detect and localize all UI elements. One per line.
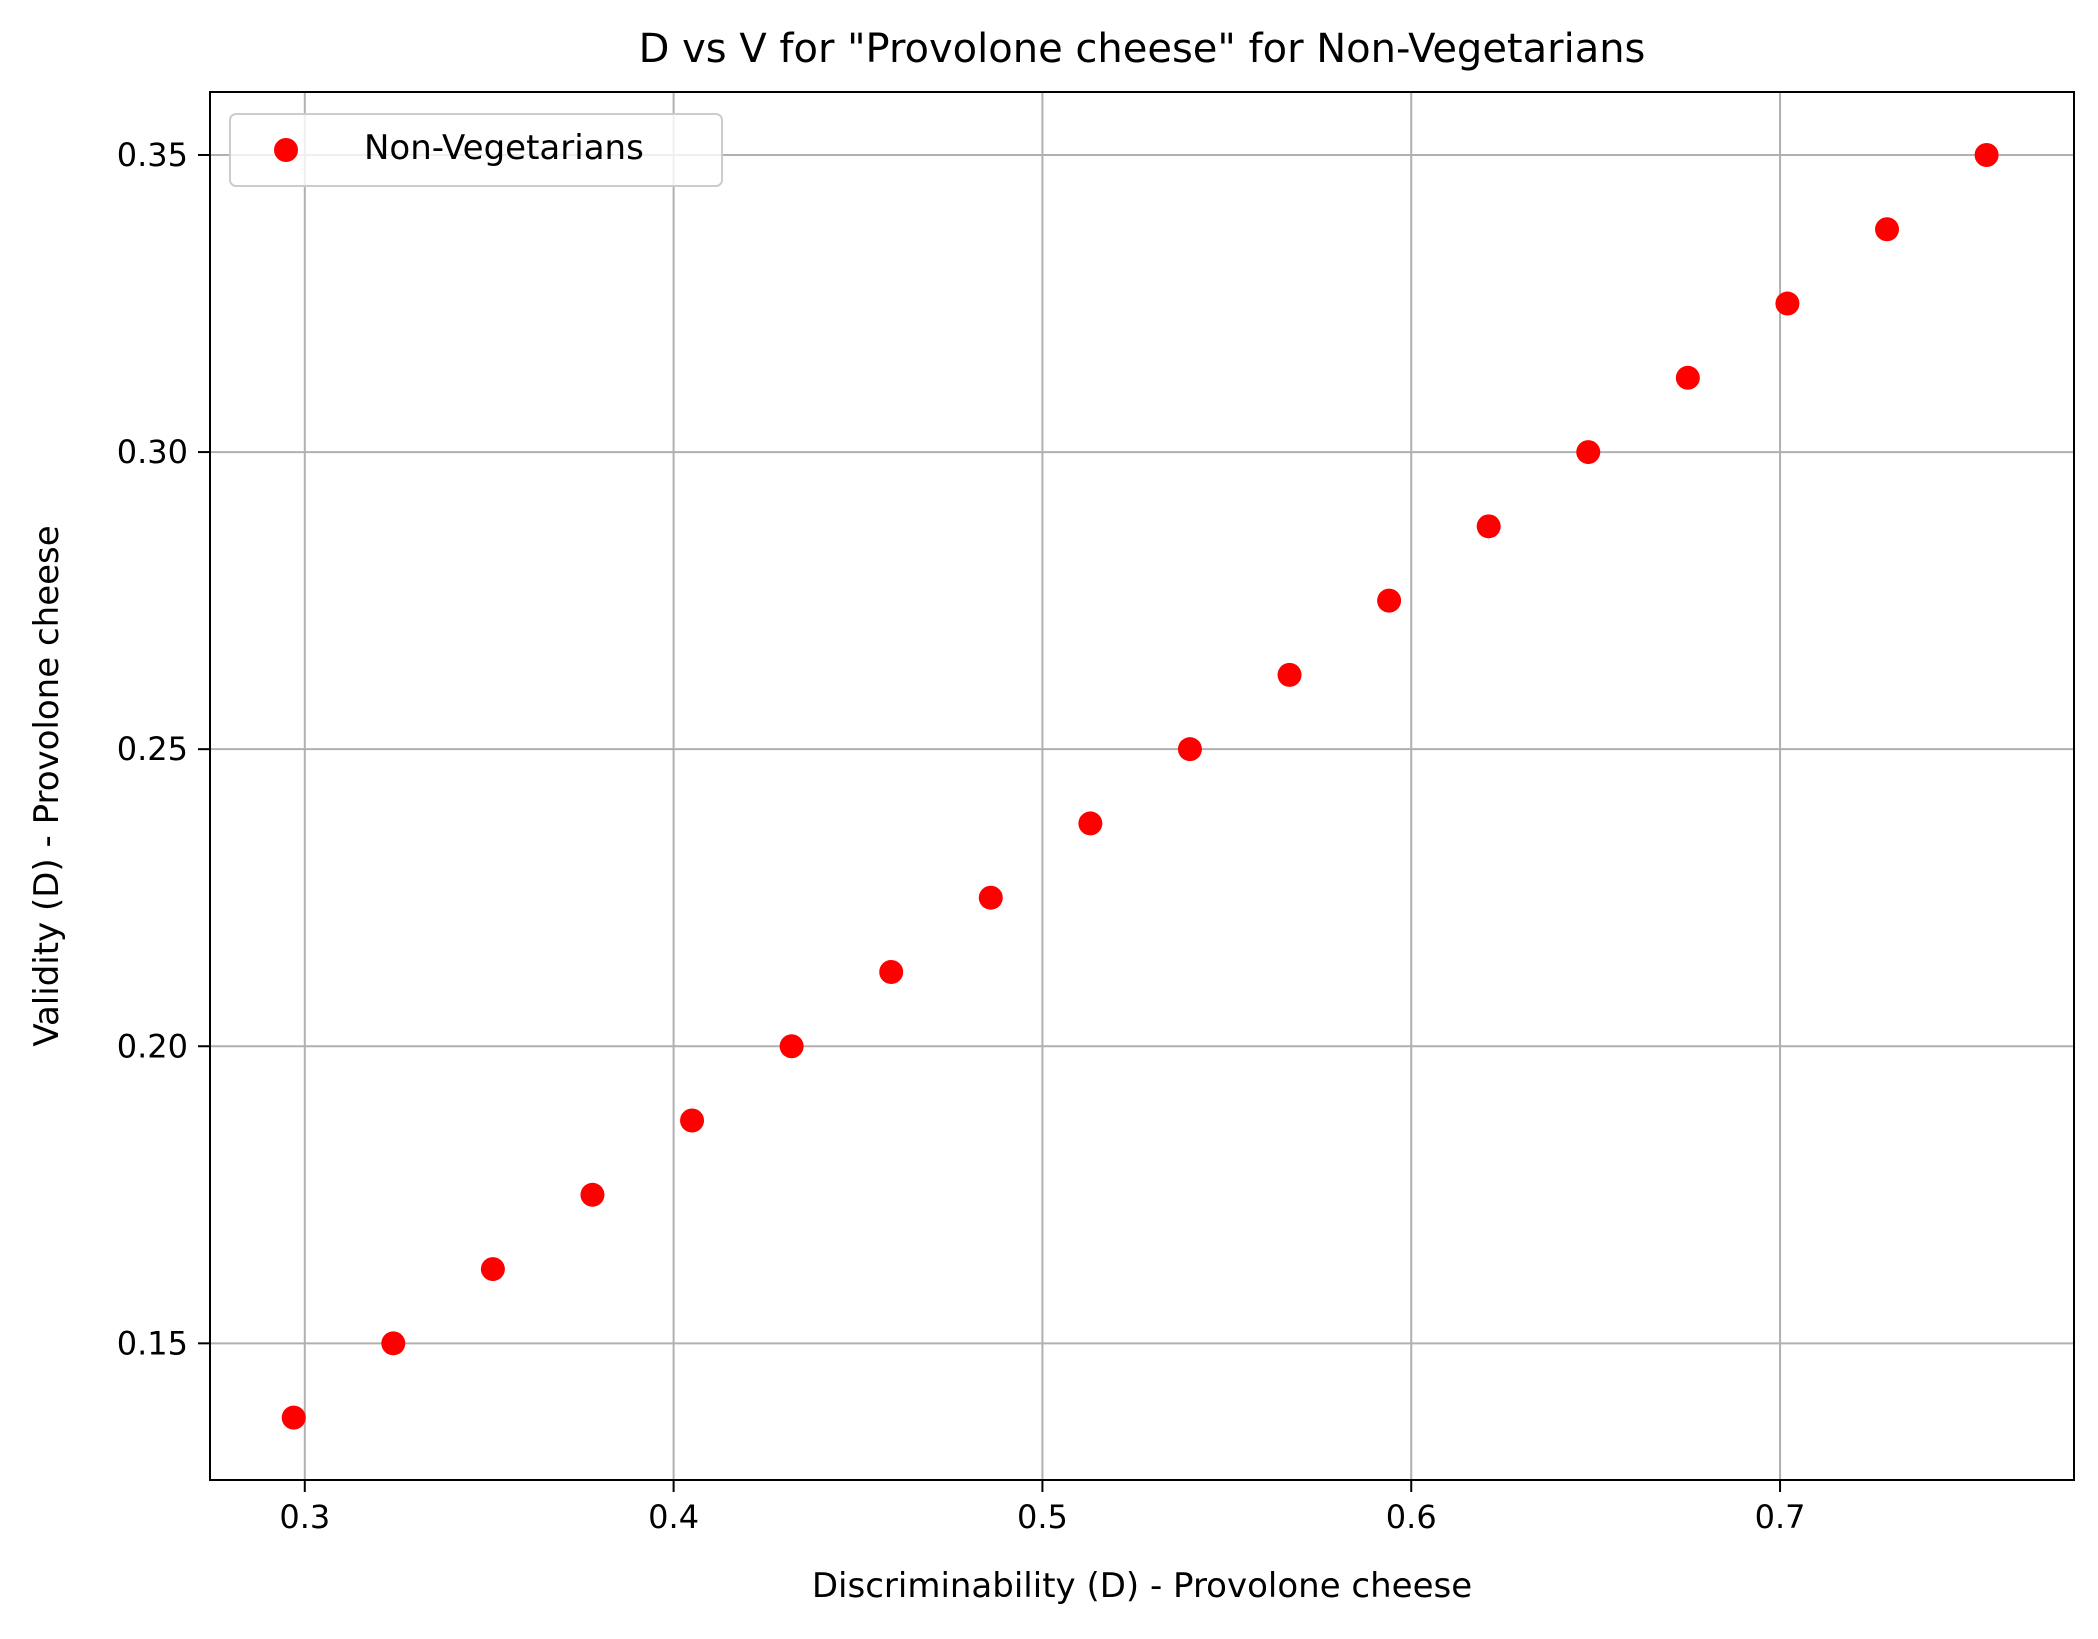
plot-frame [209, 91, 2075, 1481]
x-tick-label: 0.4 [648, 1498, 699, 1536]
data-point [381, 1331, 406, 1356]
data-point [1377, 588, 1402, 613]
data-point [978, 885, 1003, 910]
data-point [1078, 811, 1103, 836]
axis-ticks: 0.3 0.4 0.5 0.6 0.7 0.15 0.20 0.25 0.30 0.35 [117, 136, 1806, 1536]
data-point [779, 1034, 804, 1059]
x-tick-label: 0.3 [279, 1498, 330, 1536]
y-tick-label: 0.20 [117, 1027, 188, 1065]
y-tick-label: 0.35 [117, 136, 188, 174]
data-point [580, 1182, 605, 1207]
data-point [680, 1108, 705, 1133]
data-point [1974, 142, 1999, 167]
y-tick-label: 0.25 [117, 730, 188, 768]
data-point [1875, 217, 1900, 242]
data-point [1277, 662, 1302, 687]
data-point [879, 959, 904, 984]
chart-title: D vs V for "Provolone cheese" for Non-Ve… [639, 26, 1646, 72]
legend-label: Non-Vegetarians [364, 128, 644, 168]
y-axis-label: Validity (D) - Provolone cheese [27, 525, 67, 1046]
grid-lines [210, 92, 2074, 1480]
data-point [1576, 440, 1601, 465]
y-tick-label: 0.15 [117, 1324, 188, 1362]
data-point [1775, 291, 1800, 316]
data-point [1476, 514, 1501, 539]
x-tick-label: 0.7 [1755, 1498, 1806, 1536]
data-point [1675, 365, 1700, 390]
legend-marker [274, 138, 298, 162]
x-tick-label: 0.6 [1386, 1498, 1437, 1536]
legend-box [229, 113, 723, 187]
data-point [281, 1405, 306, 1430]
y-tick-label: 0.30 [117, 433, 188, 471]
legend[interactable]: Non-Vegetarians [229, 113, 723, 187]
data-point [1177, 737, 1202, 762]
x-axis-label: Discriminability (D) - Provolone cheese [812, 1566, 1472, 1606]
data-point [480, 1257, 505, 1282]
data-points [281, 142, 1999, 1430]
x-tick-label: 0.5 [1017, 1498, 1068, 1536]
